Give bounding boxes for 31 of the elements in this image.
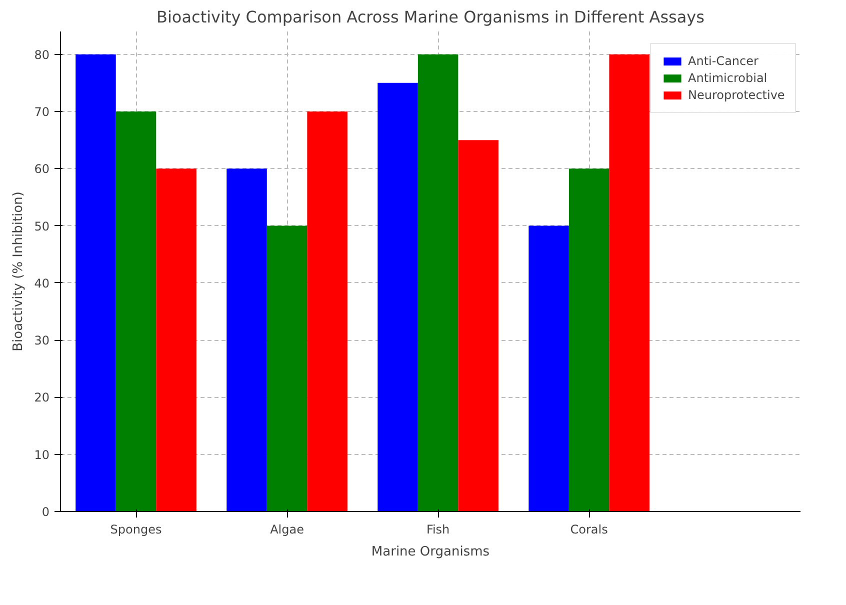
- bar: [528, 226, 569, 512]
- y-tick-label: 70: [34, 105, 50, 119]
- bar: [418, 54, 458, 512]
- legend-label: Antimicrobial: [688, 71, 768, 85]
- y-tick-label: 80: [34, 48, 50, 62]
- bar: [568, 168, 610, 512]
- y-tick-label: 60: [34, 162, 50, 176]
- x-tick-label: Algae: [270, 522, 304, 536]
- x-axis-title: Marine Organisms: [371, 544, 490, 560]
- y-tick-label: 20: [34, 390, 50, 405]
- legend-label: Anti-Cancer: [688, 54, 758, 68]
- y-tick-label: 30: [34, 334, 50, 348]
- y-axis-title: Bioactivity (% Inhibition): [11, 192, 26, 352]
- y-tick-label: 50: [34, 219, 50, 234]
- y-tick-label: 10: [34, 448, 50, 462]
- bar: [609, 54, 650, 512]
- bar: [116, 112, 156, 512]
- x-tick-label: Fish: [426, 522, 450, 536]
- bar: [226, 168, 267, 512]
- legend-label: Neuroprotective: [688, 88, 785, 102]
- bar: [307, 112, 348, 512]
- bar: [266, 226, 308, 512]
- x-tick-label: Corals: [570, 522, 608, 536]
- bar: [378, 82, 418, 512]
- bar: [76, 54, 116, 512]
- bar: [458, 140, 498, 512]
- y-tick-label: 40: [34, 276, 50, 290]
- y-tick-label: 0: [42, 505, 50, 519]
- bar: [156, 168, 196, 512]
- x-tick-label: Sponges: [110, 522, 162, 536]
- chart-title: Bioactivity Comparison Across Marine Organisms in Different Assays: [156, 8, 704, 26]
